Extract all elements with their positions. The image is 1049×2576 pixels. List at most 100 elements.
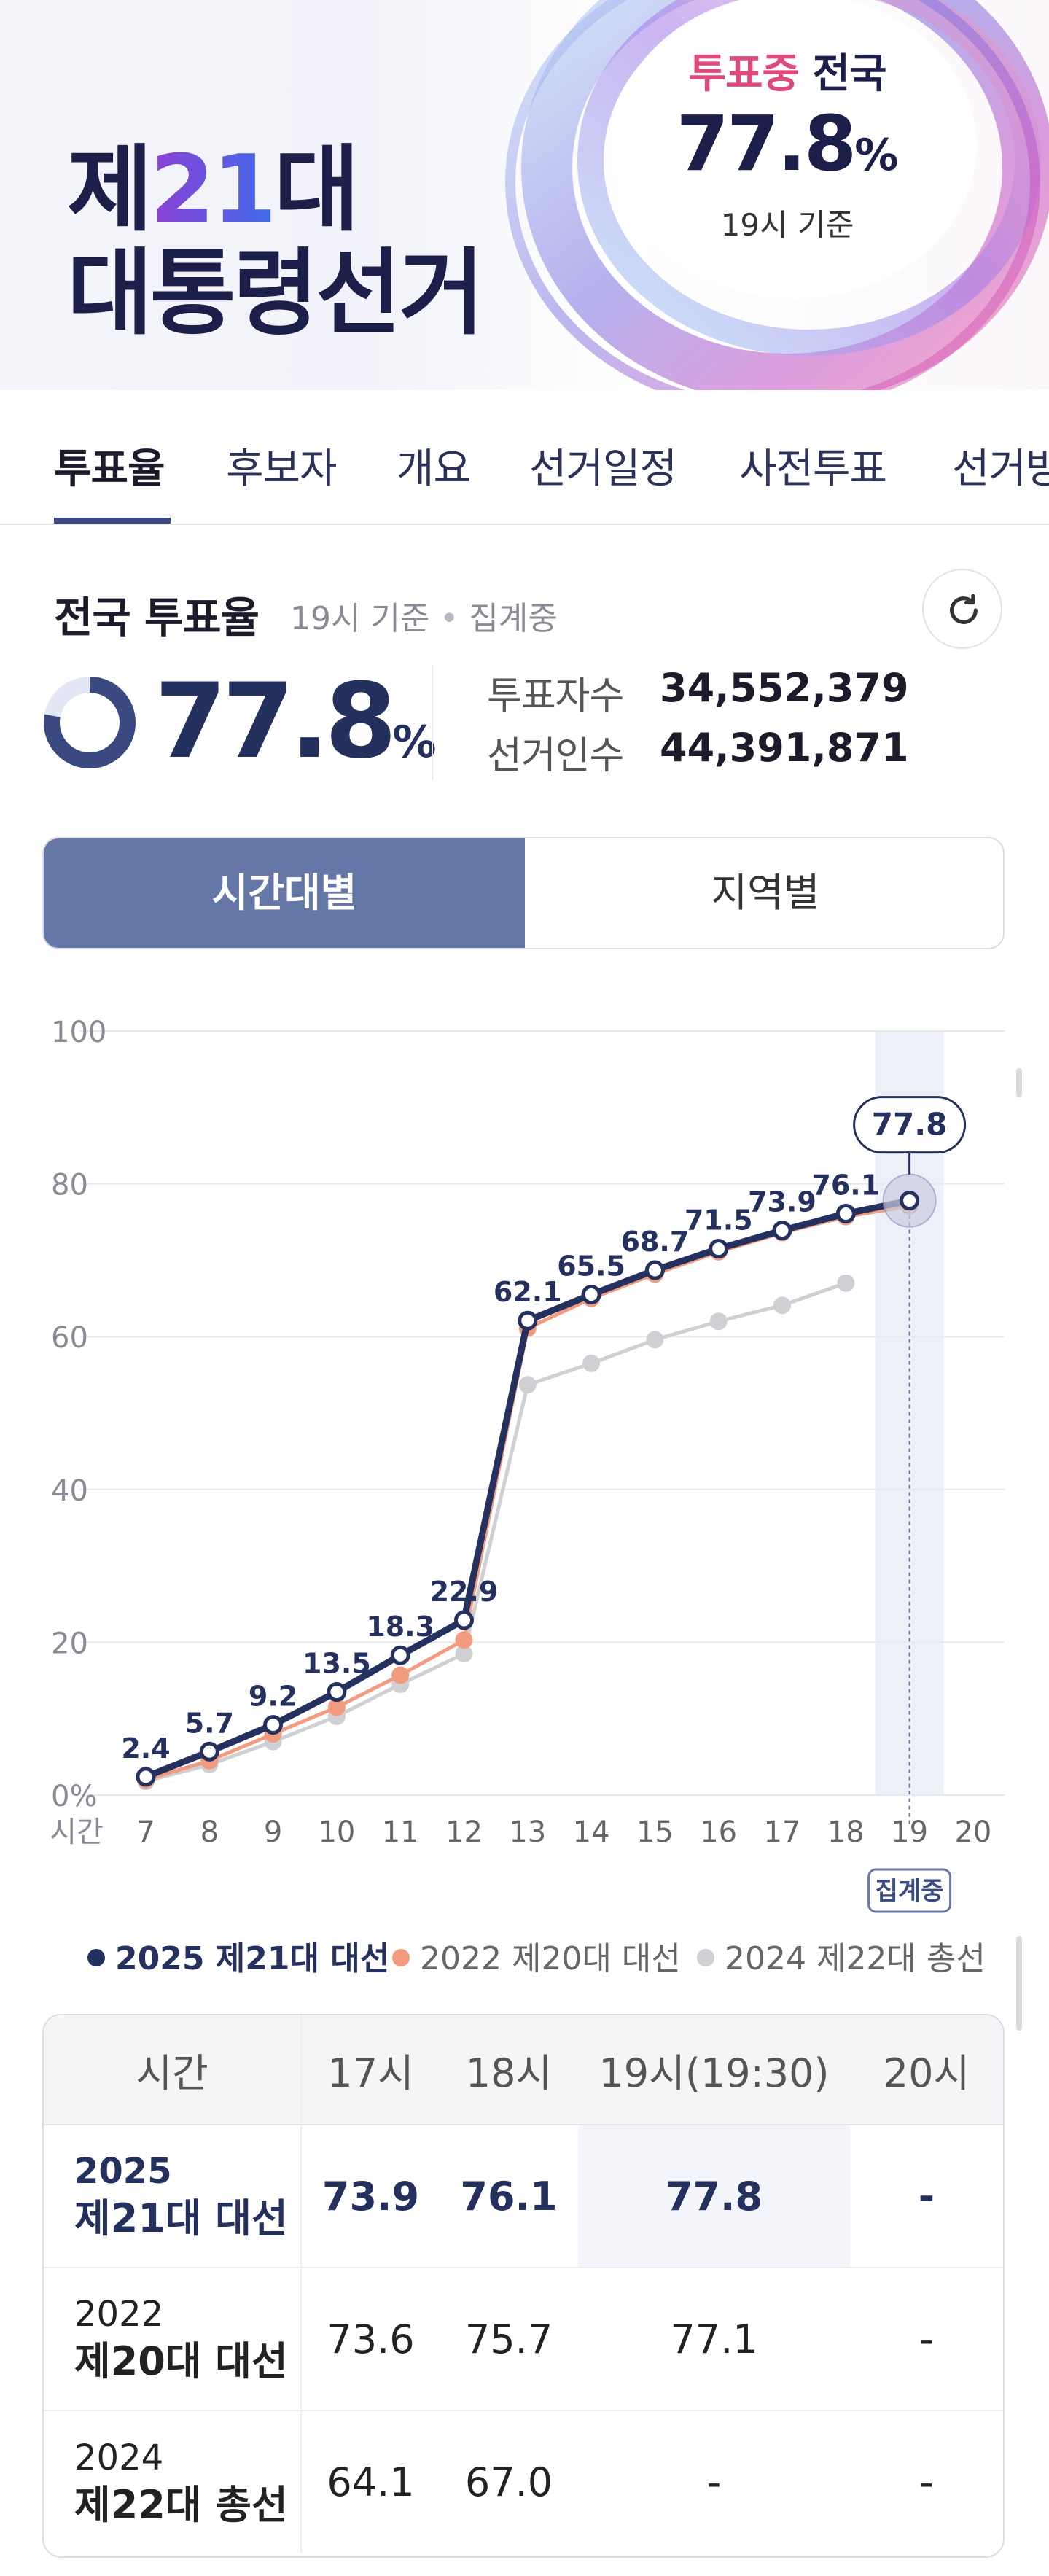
- table-row: 2024 제22대 총선 64.1 67.0 - -: [44, 2410, 1003, 2553]
- table-cell: -: [706, 2459, 722, 2505]
- y-tick-label: 100: [51, 1016, 106, 1049]
- legend-dot: [87, 1949, 105, 1966]
- series-line-2: [145, 1281, 847, 1783]
- data-point: [390, 1645, 410, 1665]
- table-cell: 67.0: [464, 2459, 553, 2505]
- data-point: [455, 1631, 473, 1649]
- latest-point: [900, 1191, 920, 1211]
- data-point: [327, 1682, 347, 1703]
- x-tick-label: 9: [264, 1816, 282, 1849]
- divider: [432, 665, 433, 780]
- tab-candidates[interactable]: 후보자: [226, 445, 338, 493]
- row-label: 2022 제20대 대선: [44, 2268, 302, 2411]
- data-label: 22.9: [430, 1576, 499, 1608]
- tab-early-voting[interactable]: 사전투표: [739, 445, 887, 493]
- chart-scrollbar[interactable]: [1016, 1068, 1022, 1097]
- table-row: 2025 제21대 대선 73.9 76.1 77.8 -: [44, 2125, 1003, 2268]
- voters-label: 투표자수: [487, 674, 624, 718]
- table-cell: 73.9: [301, 2125, 440, 2268]
- data-label: 73.9: [748, 1186, 816, 1218]
- tab-election-more[interactable]: 선거방: [952, 445, 1049, 493]
- row-label: 2025 제21대 대선: [44, 2125, 302, 2268]
- data-point: [327, 1698, 346, 1716]
- data-point: [263, 1715, 284, 1735]
- data-label: 76.1: [811, 1169, 880, 1201]
- data-point: [644, 1260, 665, 1280]
- data-label: 65.5: [557, 1250, 625, 1283]
- data-point: [837, 1274, 855, 1292]
- data-point: [518, 1310, 538, 1331]
- table-cell: 75.7: [440, 2268, 578, 2411]
- data-point: [709, 1312, 728, 1331]
- turnout-donut: [44, 677, 136, 768]
- data-point: [773, 1296, 791, 1315]
- live-status: 투표중: [688, 50, 800, 98]
- data-point: [518, 1376, 537, 1394]
- national-turnout-rate: 77.8%: [155, 661, 437, 782]
- header-19: 19시(19:30): [578, 2015, 850, 2125]
- data-point: [391, 1666, 410, 1684]
- tag-label: 집계중: [876, 1877, 944, 1906]
- election-title: 제21대 대통령선거: [67, 136, 485, 348]
- table-cell: -: [850, 2125, 1003, 2268]
- tab-overview[interactable]: 개요: [397, 445, 471, 493]
- table-cell: 76.1: [440, 2125, 578, 2268]
- x-tick-label: 8: [200, 1816, 219, 1849]
- table-cell: 64.1: [327, 2459, 415, 2505]
- y-tick-label: 40: [51, 1474, 88, 1508]
- data-label: 71.5: [685, 1205, 753, 1237]
- table-header-row: 시간 17시 18시 19시(19:30) 20시: [44, 2015, 1003, 2125]
- row-label: 2024 제22대 총선: [44, 2410, 302, 2553]
- data-label: 5.7: [185, 1707, 234, 1739]
- section-tabs: 투표율 후보자 개요 선거일정 사전투표 선거방: [0, 394, 1049, 525]
- view-toggle: 시간대별 지역별: [42, 837, 1005, 949]
- header-time: 시간: [44, 2015, 302, 2125]
- y-tick-label: 20: [51, 1627, 88, 1660]
- header-17: 17시: [301, 2015, 440, 2125]
- turnout-line-chart: 0% 20 40 60 80 100 시간 7 8 9 10 11 12 13 14 15 16 17 18 19 20…: [50, 1016, 1005, 1913]
- data-label: 9.2: [249, 1681, 297, 1713]
- live-turnout-box: 투표중 전국 77.8% 19시 기준: [642, 41, 933, 245]
- data-label: 13.5: [303, 1648, 371, 1680]
- data-label: 62.1: [494, 1276, 562, 1308]
- data-point: [136, 1767, 156, 1787]
- x-tick-label: 11: [382, 1816, 419, 1849]
- active-tab-indicator: [54, 518, 171, 524]
- x-tick-label: 20: [954, 1816, 991, 1849]
- x-tick-label: 10: [318, 1816, 355, 1849]
- callout-value: 77.8: [872, 1107, 948, 1143]
- x-tick-label: 17: [764, 1816, 801, 1849]
- page-scrollbar[interactable]: [1016, 1936, 1022, 2031]
- data-point: [772, 1221, 792, 1241]
- data-point: [454, 1610, 474, 1630]
- x-tick-label: 13: [509, 1816, 546, 1849]
- header-18: 18시: [440, 2015, 578, 2125]
- turnout-comparison-table: 시간 17시 18시 19시(19:30) 20시 2025 제21대 대선 73…: [42, 2014, 1005, 2558]
- data-point: [455, 1645, 473, 1663]
- data-point: [581, 1285, 601, 1305]
- tab-turnout[interactable]: 투표율: [54, 445, 165, 493]
- data-label: 2.4: [121, 1732, 170, 1764]
- tab-schedule[interactable]: 선거일정: [529, 445, 677, 493]
- data-point: [709, 1239, 729, 1259]
- legend-dot: [697, 1949, 714, 1966]
- table-cell: 77.8: [578, 2125, 850, 2268]
- data-point: [582, 1354, 601, 1372]
- election-banner: 제21대 대통령선거 투표중 전국 77.8% 19시 기준: [0, 0, 1049, 390]
- legend-dot: [392, 1949, 410, 1966]
- live-turnout-basis: 19시 기준: [720, 207, 854, 243]
- y-tick-label: 60: [51, 1321, 88, 1355]
- header-20: 20시: [850, 2015, 1003, 2125]
- data-point: [199, 1741, 219, 1762]
- by-region-button[interactable]: 지역별: [711, 870, 820, 916]
- by-time-button[interactable]: 시간대별: [44, 838, 525, 948]
- refresh-icon: [950, 594, 978, 624]
- table-cell: 77.1: [578, 2268, 850, 2411]
- latest-value-callout: 77.8: [853, 1096, 967, 1175]
- x-axis-title: 시간: [50, 1816, 104, 1849]
- refresh-button[interactable]: [922, 569, 1002, 649]
- y-tick-label: 80: [51, 1169, 88, 1202]
- data-point: [835, 1203, 856, 1223]
- x-tick-label: 16: [700, 1816, 737, 1849]
- x-tick-label: 19: [891, 1816, 928, 1849]
